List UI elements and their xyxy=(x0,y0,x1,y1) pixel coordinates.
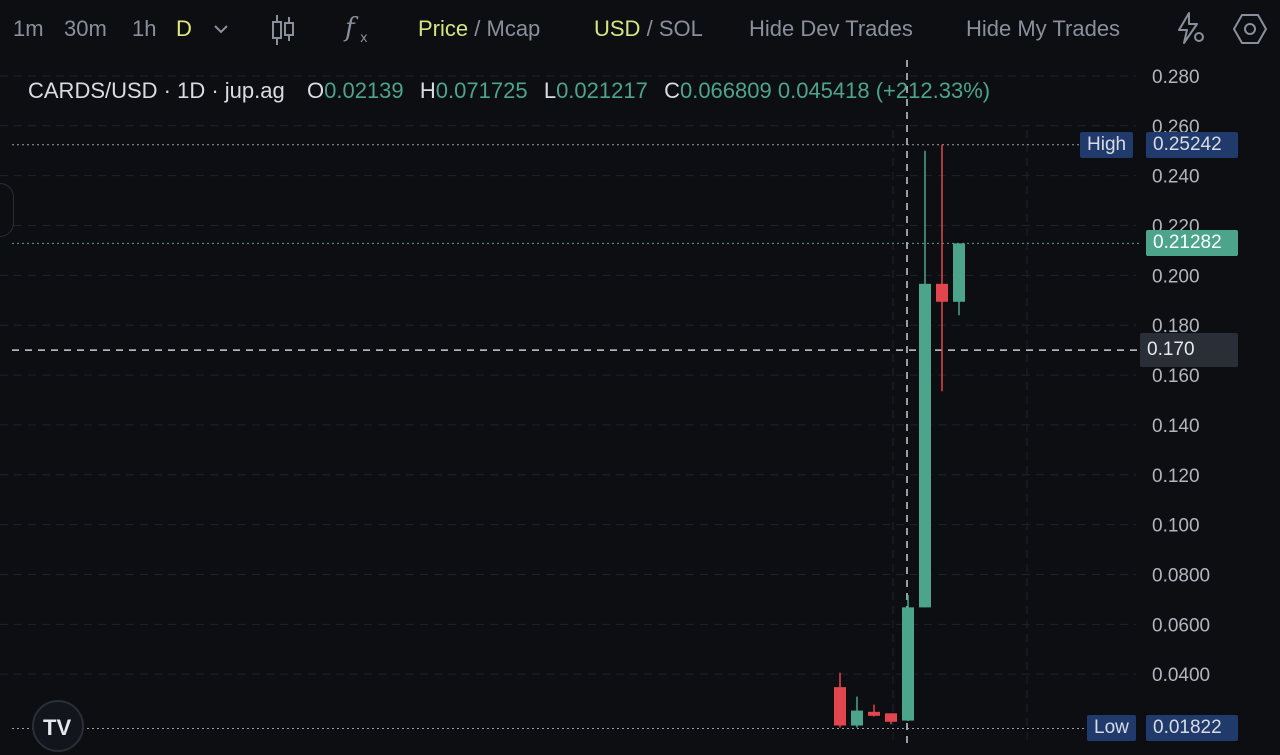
crosshair-price-tag: 0.170 xyxy=(1140,333,1238,368)
open-label: O xyxy=(307,78,325,103)
open-value: 0.02139 xyxy=(324,78,404,103)
reference-lines xyxy=(12,60,1140,749)
gear-icon[interactable] xyxy=(1232,12,1268,46)
candle-body xyxy=(885,713,897,722)
candle-body xyxy=(902,607,914,721)
candle-body xyxy=(919,283,931,608)
low-tag-label: Low xyxy=(1087,715,1136,742)
timeframe-30m[interactable]: 30m xyxy=(64,16,107,41)
sol-option[interactable]: SOL xyxy=(658,16,703,41)
candles xyxy=(834,144,965,728)
svg-text:TV: TV xyxy=(43,715,71,740)
low-label: L xyxy=(543,78,557,103)
y-tick-label: 0.140 xyxy=(1152,416,1200,437)
symbol-title: CARDS/USD · 1D · jup.ag xyxy=(28,78,285,103)
ohlc-legend: CARDS/USD · 1D · jup.ag O0.02139 H0.0717… xyxy=(28,78,990,104)
last-price-tag: 0.21282 xyxy=(1146,230,1238,257)
candle-body xyxy=(851,710,863,726)
y-tick-label: 0.0800 xyxy=(1152,565,1210,586)
price-option[interactable]: Price xyxy=(418,16,469,41)
toggle-price-mcap[interactable]: Price / Mcap xyxy=(418,16,540,42)
tradingview-logo[interactable]: TV xyxy=(32,700,84,752)
change-value: 0.045418 (+212.33%) xyxy=(777,78,991,103)
candle-body xyxy=(868,711,880,716)
sidebar-collapse-handle[interactable] xyxy=(0,183,14,237)
hide-my-trades-button[interactable]: Hide My Trades xyxy=(966,16,1121,41)
svg-text:x: x xyxy=(360,31,368,46)
high-label: H xyxy=(419,78,436,103)
low-value: 0.021217 xyxy=(556,78,648,103)
candle-body xyxy=(834,687,846,726)
y-axis-ticks: 0.2800.2600.2400.2200.2000.1800.1600.140… xyxy=(1152,67,1210,686)
chevron-down-icon[interactable] xyxy=(212,22,230,36)
y-tick-label: 0.280 xyxy=(1152,67,1200,88)
mcap-option[interactable]: Mcap xyxy=(486,16,541,41)
timeframe-1m[interactable]: 1m xyxy=(13,16,44,41)
y-tick-label: 0.200 xyxy=(1152,266,1200,287)
candle-body xyxy=(953,243,965,302)
separator: / xyxy=(474,16,481,41)
y-tick-label: 0.240 xyxy=(1152,167,1200,188)
high-tag-value: 0.25242 xyxy=(1146,131,1238,158)
y-tick-label: 0.160 xyxy=(1152,366,1200,387)
grid-lines xyxy=(0,75,1136,745)
y-tick-label: 0.0600 xyxy=(1152,615,1210,636)
y-tick-label: 0.120 xyxy=(1152,466,1200,487)
toggle-usd-sol[interactable]: USD / SOL xyxy=(594,16,703,42)
lightning-settings-icon[interactable] xyxy=(1173,10,1207,46)
separator: / xyxy=(646,16,653,41)
indicators-fx-icon[interactable]: f x xyxy=(343,12,373,46)
low-tag-value: 0.01822 xyxy=(1146,715,1238,742)
y-tick-label: 0.100 xyxy=(1152,516,1200,537)
close-label: C xyxy=(664,78,680,103)
svg-text:f: f xyxy=(343,13,359,43)
chart-toolbar: 1m 30m 1h D f x Price / Mcap USD / SOL H… xyxy=(0,0,1280,60)
usd-option[interactable]: USD xyxy=(594,16,641,41)
candle-body xyxy=(936,283,948,302)
y-tick-label: 0.180 xyxy=(1152,316,1200,337)
high-tag-label: High xyxy=(1080,131,1134,158)
timeframe-1h[interactable]: 1h xyxy=(132,16,157,41)
tradingview-logo-icon: TV xyxy=(43,715,71,740)
y-tick-label: 0.0400 xyxy=(1152,665,1210,686)
close-value: 0.066809 xyxy=(679,78,772,103)
high-value: 0.071725 xyxy=(435,78,528,103)
timeframe-d[interactable]: D xyxy=(176,16,192,41)
hide-dev-trades-button[interactable]: Hide Dev Trades xyxy=(749,16,913,41)
candles-icon[interactable] xyxy=(270,13,296,47)
